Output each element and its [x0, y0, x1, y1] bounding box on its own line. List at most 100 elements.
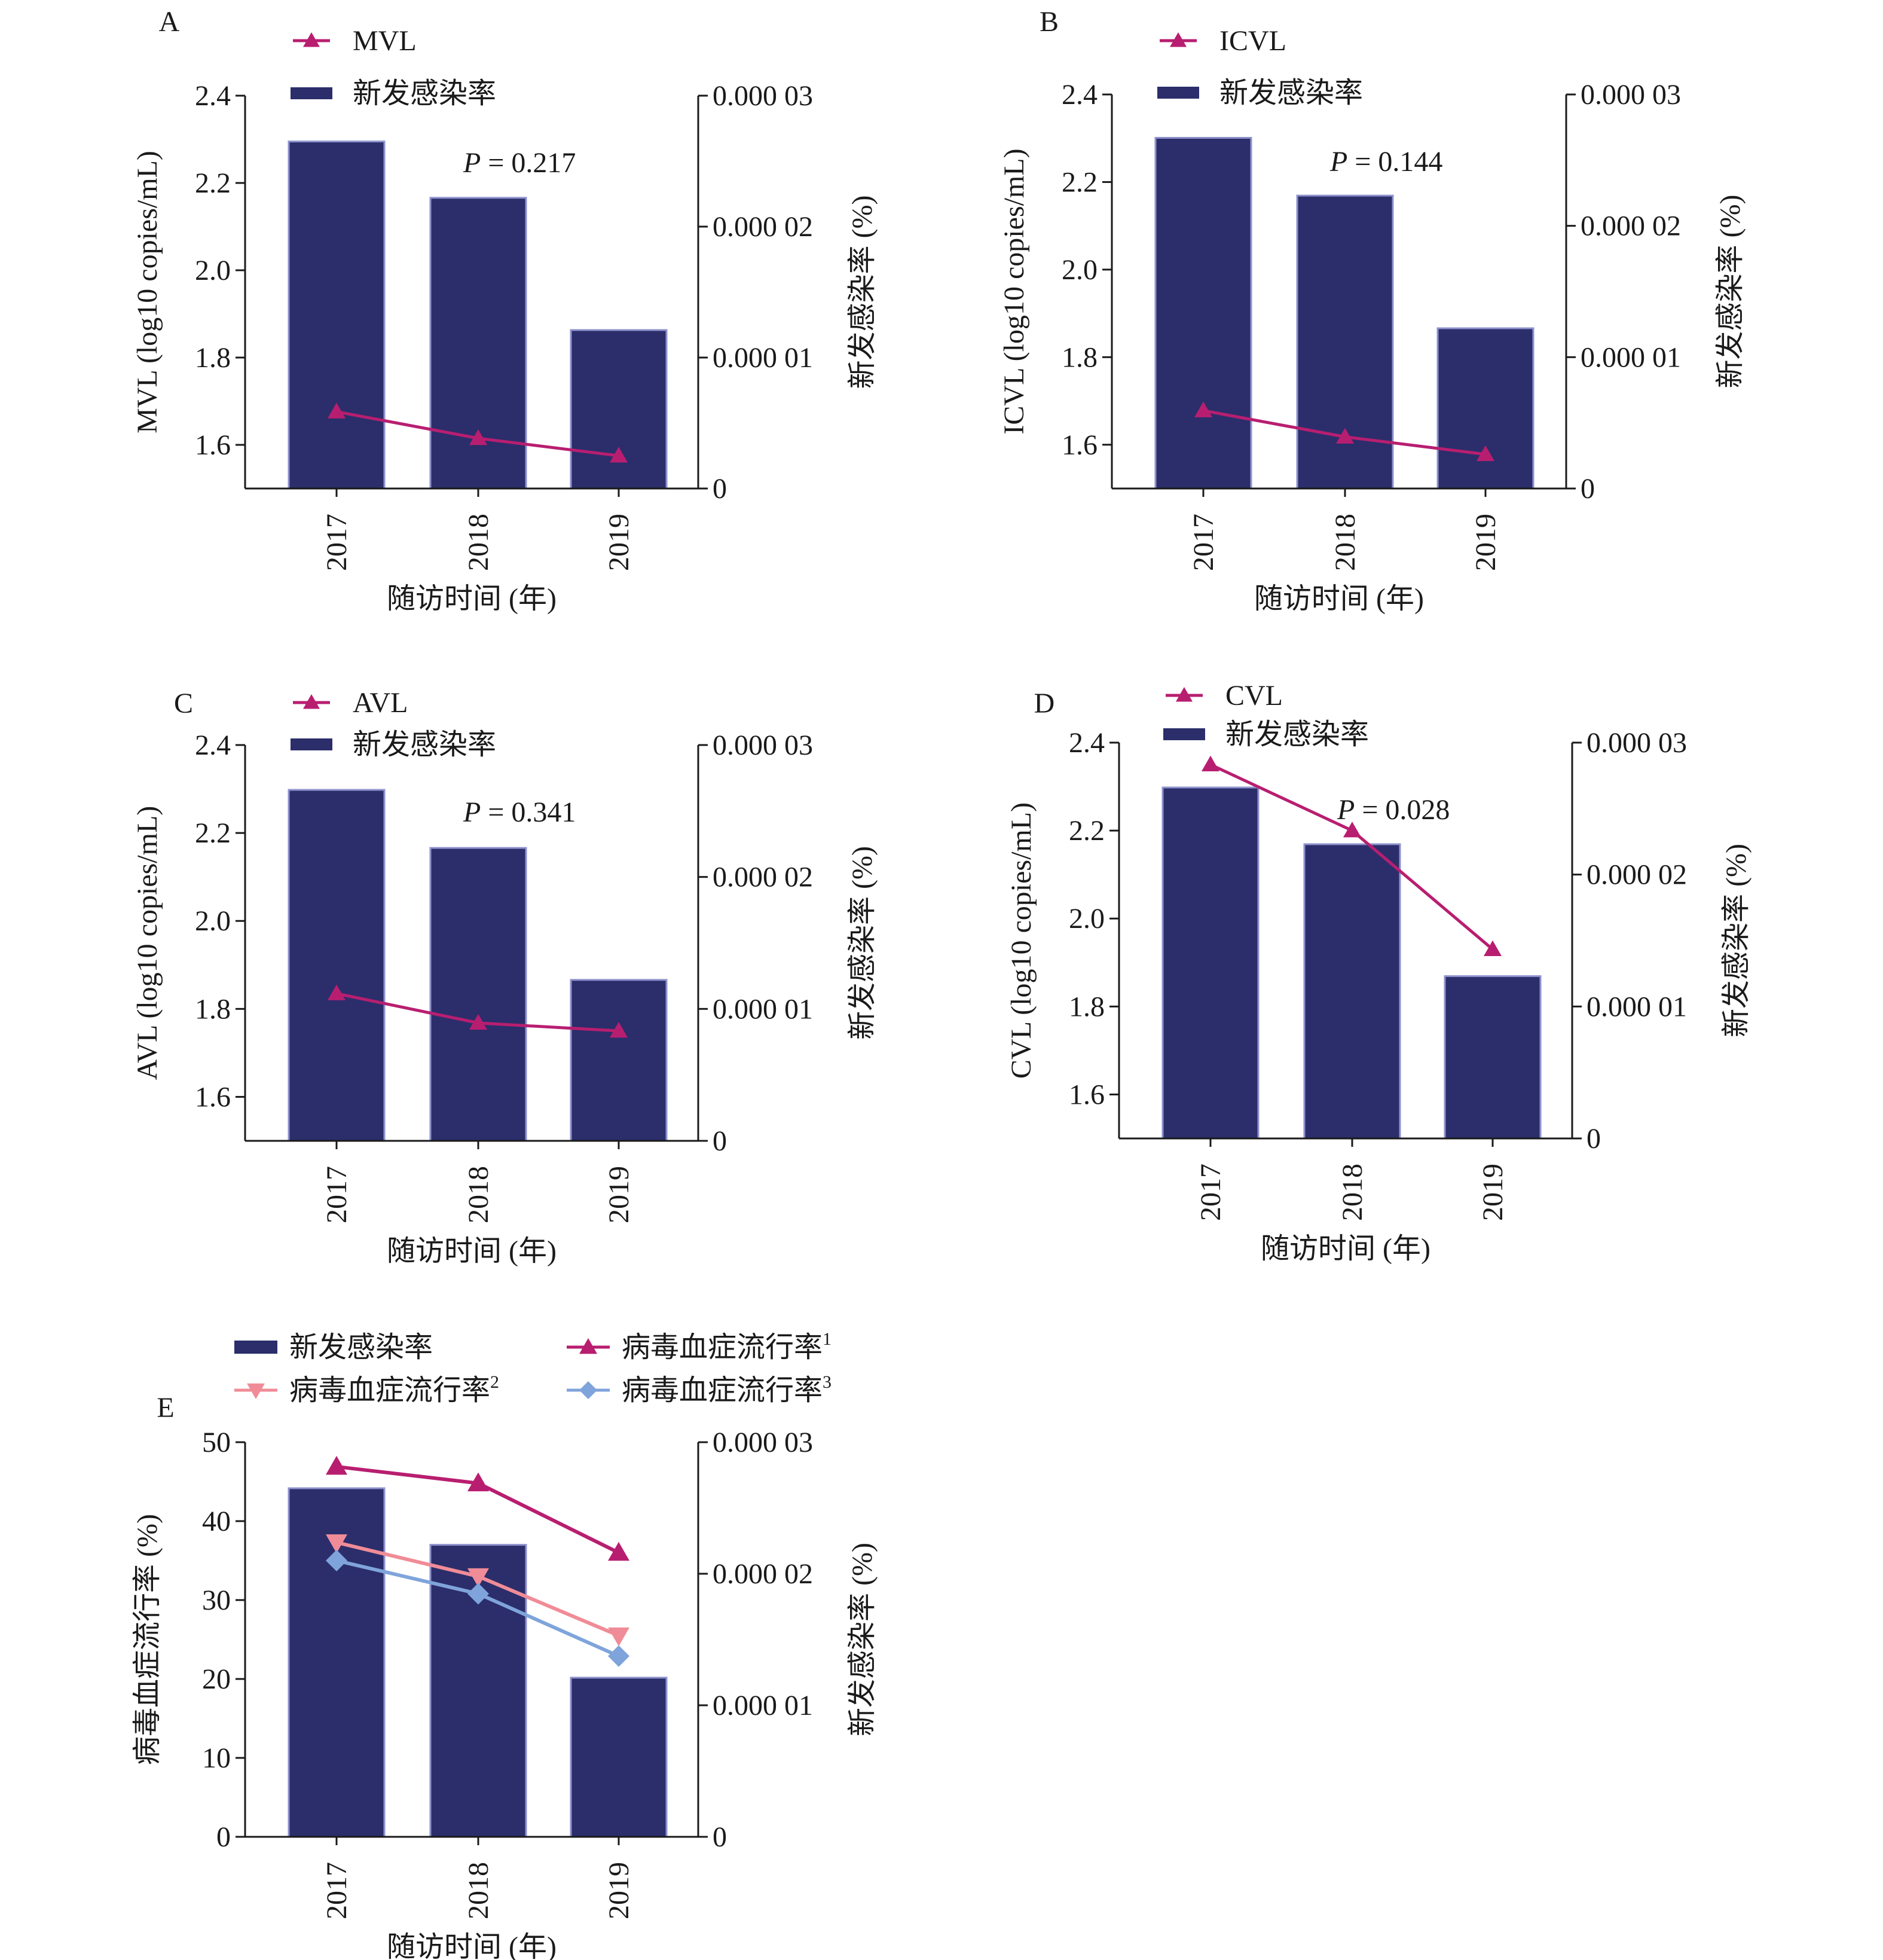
series-point-2018 — [467, 1472, 489, 1492]
series-point-2018 — [1343, 822, 1361, 838]
panel-label: D — [1034, 688, 1055, 719]
right-tick-label: 0.000 02 — [713, 1558, 813, 1590]
legend-bar-swatch — [291, 738, 332, 750]
y-axis-title-right: 新发感染率 (%) — [846, 1543, 878, 1736]
series-point-2019 — [608, 1645, 629, 1667]
x-tick-label: 2018 — [1329, 514, 1361, 571]
x-axis-title: 随访时间 (年) — [387, 1235, 557, 1267]
left-tick-label: 2.0 — [1062, 254, 1098, 286]
y-axis-title-left: 病毒血症流行率 (%) — [132, 1514, 163, 1765]
x-axis-title: 随访时间 (年) — [387, 1931, 557, 1960]
series-point-2017 — [326, 1455, 347, 1475]
series-point-2017 — [328, 984, 346, 1000]
left-tick-label: 2.4 — [1062, 79, 1098, 111]
y-axis-title-right: 新发感染率 (%) — [1720, 844, 1752, 1037]
right-tick-label: 0 — [1587, 1123, 1601, 1155]
series-point-2019 — [608, 1541, 629, 1561]
x-axis-title: 随访时间 (年) — [1254, 583, 1424, 615]
bar-2019 — [1436, 327, 1534, 490]
bar-2017 — [288, 789, 386, 1142]
legend-bar-swatch — [1163, 728, 1205, 740]
panel-label: C — [174, 688, 193, 719]
right-tick-label: 0.000 01 — [713, 1690, 813, 1721]
legend-marker — [579, 1338, 597, 1354]
legend-label: 新发感染率 — [1219, 77, 1363, 109]
right-tick-label: 0.000 01 — [713, 342, 813, 374]
left-tick-label: 1.6 — [195, 429, 231, 461]
right-tick-label: 0 — [713, 1125, 727, 1157]
left-tick-label: 1.8 — [195, 342, 231, 374]
legend-label: 病毒血症流行率2 — [289, 1372, 499, 1406]
legend-bar-swatch — [1157, 87, 1199, 99]
left-tick-label: 1.6 — [1069, 1079, 1105, 1110]
legend-label: AVL — [353, 687, 408, 719]
x-tick-label: 2017 — [1195, 1164, 1227, 1221]
bar-2018 — [1296, 194, 1394, 490]
left-tick-label: 2.0 — [1069, 903, 1105, 935]
series-point-2017 — [326, 1534, 347, 1553]
series-point-2019 — [1484, 940, 1502, 956]
y-axis-title-left: MVL (log10 copies/mL) — [132, 151, 163, 433]
legend-label: 新发感染率 — [1225, 719, 1369, 750]
left-tick-label: 10 — [202, 1742, 231, 1774]
left-tick-label: 2.0 — [195, 905, 231, 937]
series-point-2017 — [1194, 401, 1212, 417]
right-tick-label: 0 — [1581, 473, 1595, 505]
legend-marker — [1170, 32, 1187, 47]
y-axis-title-left: AVL (log10 copies/mL) — [132, 806, 163, 1080]
x-tick-label: 2019 — [1477, 1164, 1509, 1221]
series-point-2018 — [467, 1583, 489, 1605]
bar-2017 — [1154, 136, 1252, 490]
y-axis-title-right: 新发感染率 (%) — [846, 196, 878, 389]
legend-label: 新发感染率 — [289, 1332, 433, 1363]
left-tick-label: 2.2 — [195, 817, 231, 849]
legend-label: 病毒血症流行率1 — [622, 1329, 832, 1363]
series-point-2018 — [467, 1568, 489, 1587]
p-value-annotation: P = 0.028 — [1337, 794, 1450, 826]
panel-label: E — [157, 1392, 174, 1424]
right-tick-label: 0.000 03 — [713, 1427, 813, 1458]
right-tick-label: 0.000 03 — [713, 80, 813, 112]
x-tick-label: 2018 — [463, 514, 494, 571]
bar-2017 — [1161, 786, 1260, 1140]
x-tick-label: 2019 — [603, 1862, 635, 1919]
bar-2017 — [288, 141, 386, 490]
left-tick-label: 2.4 — [1069, 727, 1105, 759]
right-tick-label: 0.000 03 — [1587, 727, 1687, 759]
right-tick-label: 0 — [713, 473, 727, 505]
legend-marker — [303, 694, 320, 709]
x-tick-label: 2017 — [1188, 514, 1219, 571]
panel-label: A — [159, 6, 180, 38]
right-tick-label: 0.000 01 — [1581, 341, 1681, 373]
left-tick-label: 2.2 — [1062, 166, 1098, 198]
legend-label: ICVL — [1219, 25, 1286, 57]
series-point-2018 — [469, 429, 487, 445]
p-value-annotation: P = 0.144 — [1329, 146, 1442, 178]
panel-label: B — [1040, 6, 1059, 38]
legend-label: 新发感染率 — [353, 78, 496, 109]
x-tick-label: 2019 — [1470, 514, 1502, 571]
left-tick-label: 40 — [202, 1506, 231, 1537]
legend-marker — [303, 32, 320, 47]
legend-label: 新发感染率 — [353, 729, 496, 761]
right-tick-label: 0.000 03 — [1581, 79, 1681, 111]
right-tick-label: 0 — [713, 1821, 727, 1853]
series-point-2019 — [610, 1022, 628, 1038]
left-tick-label: 1.6 — [1062, 429, 1098, 461]
left-tick-label: 30 — [202, 1585, 231, 1616]
series-point-2017 — [328, 402, 346, 419]
bar-2019 — [570, 1677, 668, 1838]
y-axis-title-right: 新发感染率 (%) — [846, 846, 878, 1040]
x-tick-label: 2018 — [463, 1166, 494, 1223]
right-tick-label: 0.000 01 — [1587, 991, 1687, 1022]
right-tick-label: 0.000 01 — [713, 993, 813, 1025]
p-value-annotation: P = 0.217 — [463, 147, 576, 179]
y-axis-title-left: CVL (log10 copies/mL) — [1005, 802, 1037, 1079]
bar-2018 — [429, 847, 527, 1142]
left-tick-label: 20 — [202, 1663, 231, 1695]
left-tick-label: 2.4 — [195, 80, 231, 112]
series-point-2018 — [469, 1013, 487, 1030]
left-tick-label: 1.8 — [195, 993, 231, 1025]
legend-marker — [247, 1383, 265, 1399]
